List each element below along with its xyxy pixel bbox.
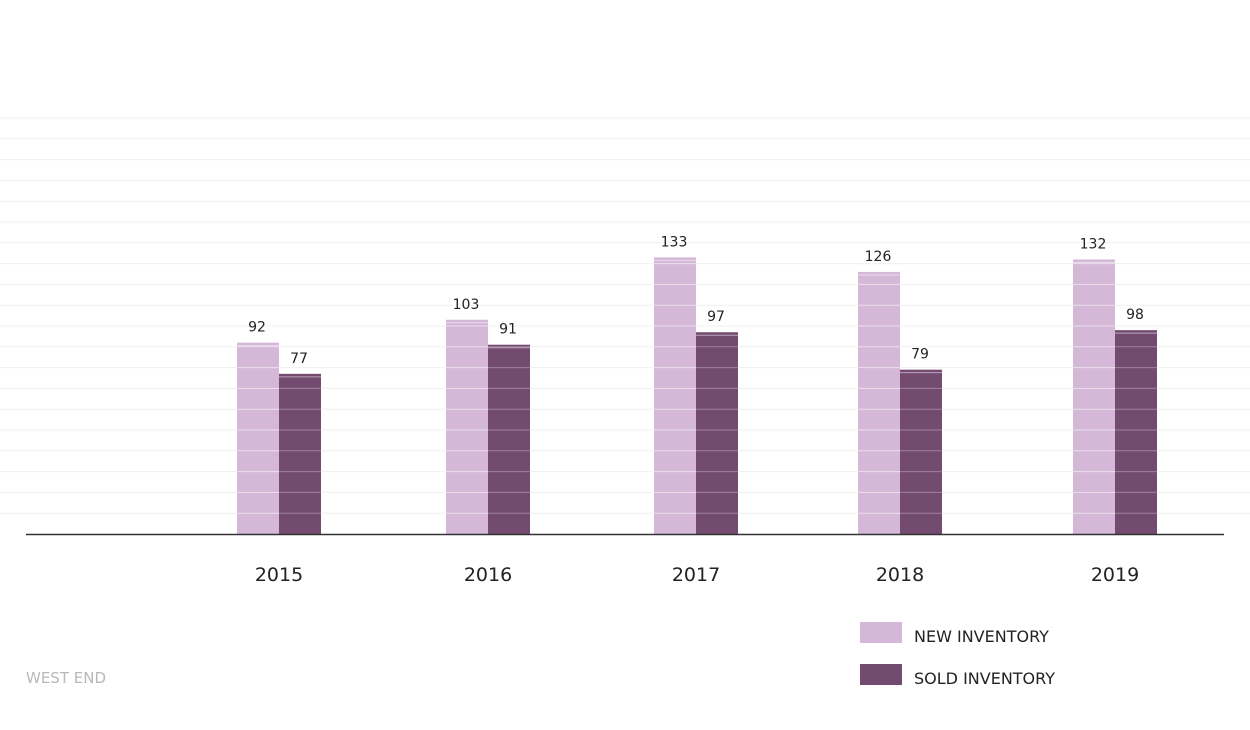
value-label-new-inventory-2016: 103 [453, 297, 480, 313]
bar-value-labels: 92 77 103 91 133 97 126 79 132 98 [248, 234, 1144, 366]
value-label-sold-inventory-2015: 77 [290, 351, 308, 367]
bar-sold-inventory-2015[interactable] [279, 373, 321, 534]
legend: NEW INVENTORY SOLD INVENTORY [860, 622, 1055, 688]
value-label-new-inventory-2018: 126 [865, 249, 892, 265]
legend-label-new-inventory: NEW INVENTORY [914, 627, 1049, 646]
bar-new-inventory-2017[interactable] [654, 257, 696, 534]
x-tick-2019: 2019 [1091, 564, 1139, 586]
legend-label-sold-inventory: SOLD INVENTORY [914, 669, 1055, 688]
region-label: WEST END [26, 669, 106, 687]
value-label-sold-inventory-2018: 79 [911, 347, 929, 363]
bar-sold-inventory-2017[interactable] [696, 332, 738, 534]
legend-swatch-new-inventory [860, 622, 902, 643]
x-tick-2015: 2015 [255, 564, 303, 586]
value-label-new-inventory-2019: 132 [1080, 236, 1107, 252]
x-tick-labels: 2015 2016 2017 2018 2019 [255, 564, 1139, 586]
bars [237, 257, 1157, 534]
bar-stripes [237, 259, 1157, 514]
bar-new-inventory-2016[interactable] [446, 319, 488, 534]
legend-item-sold-inventory[interactable]: SOLD INVENTORY [860, 664, 1055, 688]
value-label-new-inventory-2017: 133 [661, 234, 688, 250]
bar-sold-inventory-2018[interactable] [900, 369, 942, 534]
grid-lines [0, 117, 1250, 514]
x-tick-2018: 2018 [876, 564, 924, 586]
value-label-sold-inventory-2017: 97 [707, 309, 725, 325]
x-tick-2016: 2016 [464, 564, 512, 586]
bar-new-inventory-2018[interactable] [858, 271, 900, 534]
bar-new-inventory-2015[interactable] [237, 342, 279, 534]
value-label-sold-inventory-2016: 91 [499, 322, 517, 338]
bar-sold-inventory-2019[interactable] [1115, 330, 1157, 534]
legend-item-new-inventory[interactable]: NEW INVENTORY [860, 622, 1049, 646]
value-label-new-inventory-2015: 92 [248, 320, 266, 336]
value-label-sold-inventory-2019: 98 [1126, 307, 1144, 323]
x-tick-2017: 2017 [672, 564, 720, 586]
legend-swatch-sold-inventory [860, 664, 902, 685]
bar-sold-inventory-2016[interactable] [488, 344, 530, 534]
